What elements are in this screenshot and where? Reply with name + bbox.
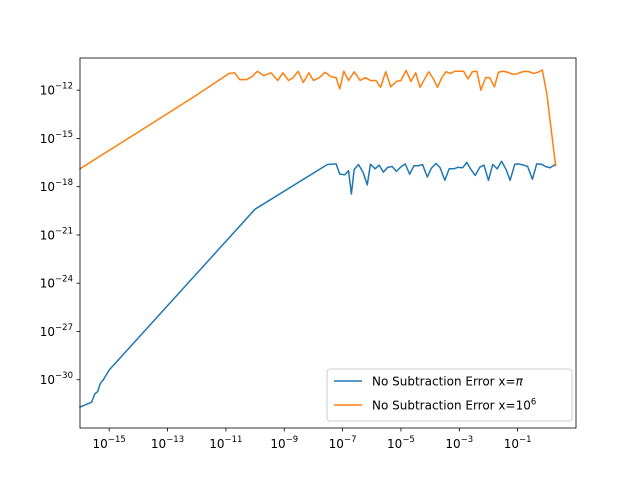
y-tick-label-0: 10−12 bbox=[40, 82, 73, 98]
y-tick-base-6: 10 bbox=[40, 373, 55, 387]
x-tick-label-3: 10−9 bbox=[270, 435, 298, 451]
plot-area bbox=[78, 69, 557, 409]
x-tick-label-6: 10−3 bbox=[445, 435, 473, 451]
legend-label-0-value: π bbox=[516, 375, 524, 389]
x-tick-exp-0: −15 bbox=[108, 435, 126, 445]
x-tick-base-4: 10 bbox=[329, 437, 344, 451]
y-tick-label-2: 10−18 bbox=[40, 178, 73, 194]
y-tick-exp-1: −15 bbox=[55, 130, 73, 140]
y-tick-label-5: 10−27 bbox=[40, 323, 73, 339]
y-tick-exp-5: −27 bbox=[55, 323, 73, 333]
y-tick-label-4: 10−24 bbox=[40, 275, 73, 291]
x-tick-base-3: 10 bbox=[270, 437, 285, 451]
y-tick-label-6: 10−30 bbox=[40, 371, 73, 387]
y-tick-exp-2: −18 bbox=[55, 178, 73, 188]
x-tick-label-5: 10−5 bbox=[387, 435, 415, 451]
x-tick-base-2: 10 bbox=[209, 437, 224, 451]
legend-box bbox=[326, 368, 573, 422]
y-tick-base-5: 10 bbox=[40, 325, 55, 339]
x-tick-label-7: 10−1 bbox=[504, 435, 532, 451]
x-tick-label-4: 10−7 bbox=[329, 435, 357, 451]
y-tick-base-3: 10 bbox=[40, 228, 55, 242]
y-tick-base-2: 10 bbox=[40, 180, 55, 194]
axes-frame bbox=[79, 57, 577, 429]
x-tick-exp-6: −3 bbox=[461, 435, 474, 445]
y-tick-exp-6: −30 bbox=[55, 371, 73, 381]
x-tick-base-5: 10 bbox=[387, 437, 402, 451]
series-line-1 bbox=[78, 69, 557, 170]
x-axis: 10−15 10−13 10−11 10−9 10−7 10−5 10−3 10−1 bbox=[93, 428, 532, 451]
x-tick-base-7: 10 bbox=[504, 437, 519, 451]
x-tick-exp-1: −13 bbox=[166, 435, 184, 445]
x-tick-base-1: 10 bbox=[151, 437, 166, 451]
legend-label-0: No Subtraction Error x=π bbox=[372, 375, 524, 389]
x-tick-exp-7: −1 bbox=[519, 435, 532, 445]
y-tick-label-1: 10−15 bbox=[40, 130, 73, 146]
x-tick-label-1: 10−13 bbox=[151, 435, 184, 451]
x-tick-exp-2: −11 bbox=[225, 435, 243, 445]
x-tick-exp-4: −7 bbox=[344, 435, 357, 445]
y-tick-base-1: 10 bbox=[40, 132, 55, 146]
y-tick-exp-0: −12 bbox=[55, 82, 73, 92]
legend: No Subtraction Error x=π No Subtraction … bbox=[326, 368, 573, 422]
y-tick-exp-4: −24 bbox=[55, 275, 73, 285]
y-tick-base-4: 10 bbox=[40, 277, 55, 291]
x-tick-base-6: 10 bbox=[445, 437, 460, 451]
y-tick-label-3: 10−21 bbox=[40, 226, 73, 242]
y-tick-base-0: 10 bbox=[40, 84, 55, 98]
legend-label-0-prefix: No Subtraction Error x= bbox=[372, 375, 516, 389]
x-tick-exp-3: −9 bbox=[286, 435, 299, 445]
x-tick-label-0: 10−15 bbox=[93, 435, 126, 451]
series-line-0 bbox=[79, 160, 557, 409]
x-tick-base-0: 10 bbox=[93, 437, 108, 451]
legend-label-1-sup: 6 bbox=[531, 398, 536, 408]
legend-label-1-prefix: No Subtraction Error x=10 bbox=[372, 399, 531, 413]
x-tick-label-2: 10−11 bbox=[209, 435, 242, 451]
y-tick-exp-3: −21 bbox=[55, 226, 73, 236]
x-tick-exp-5: −5 bbox=[402, 435, 415, 445]
legend-label-1: No Subtraction Error x=106 bbox=[372, 398, 536, 413]
